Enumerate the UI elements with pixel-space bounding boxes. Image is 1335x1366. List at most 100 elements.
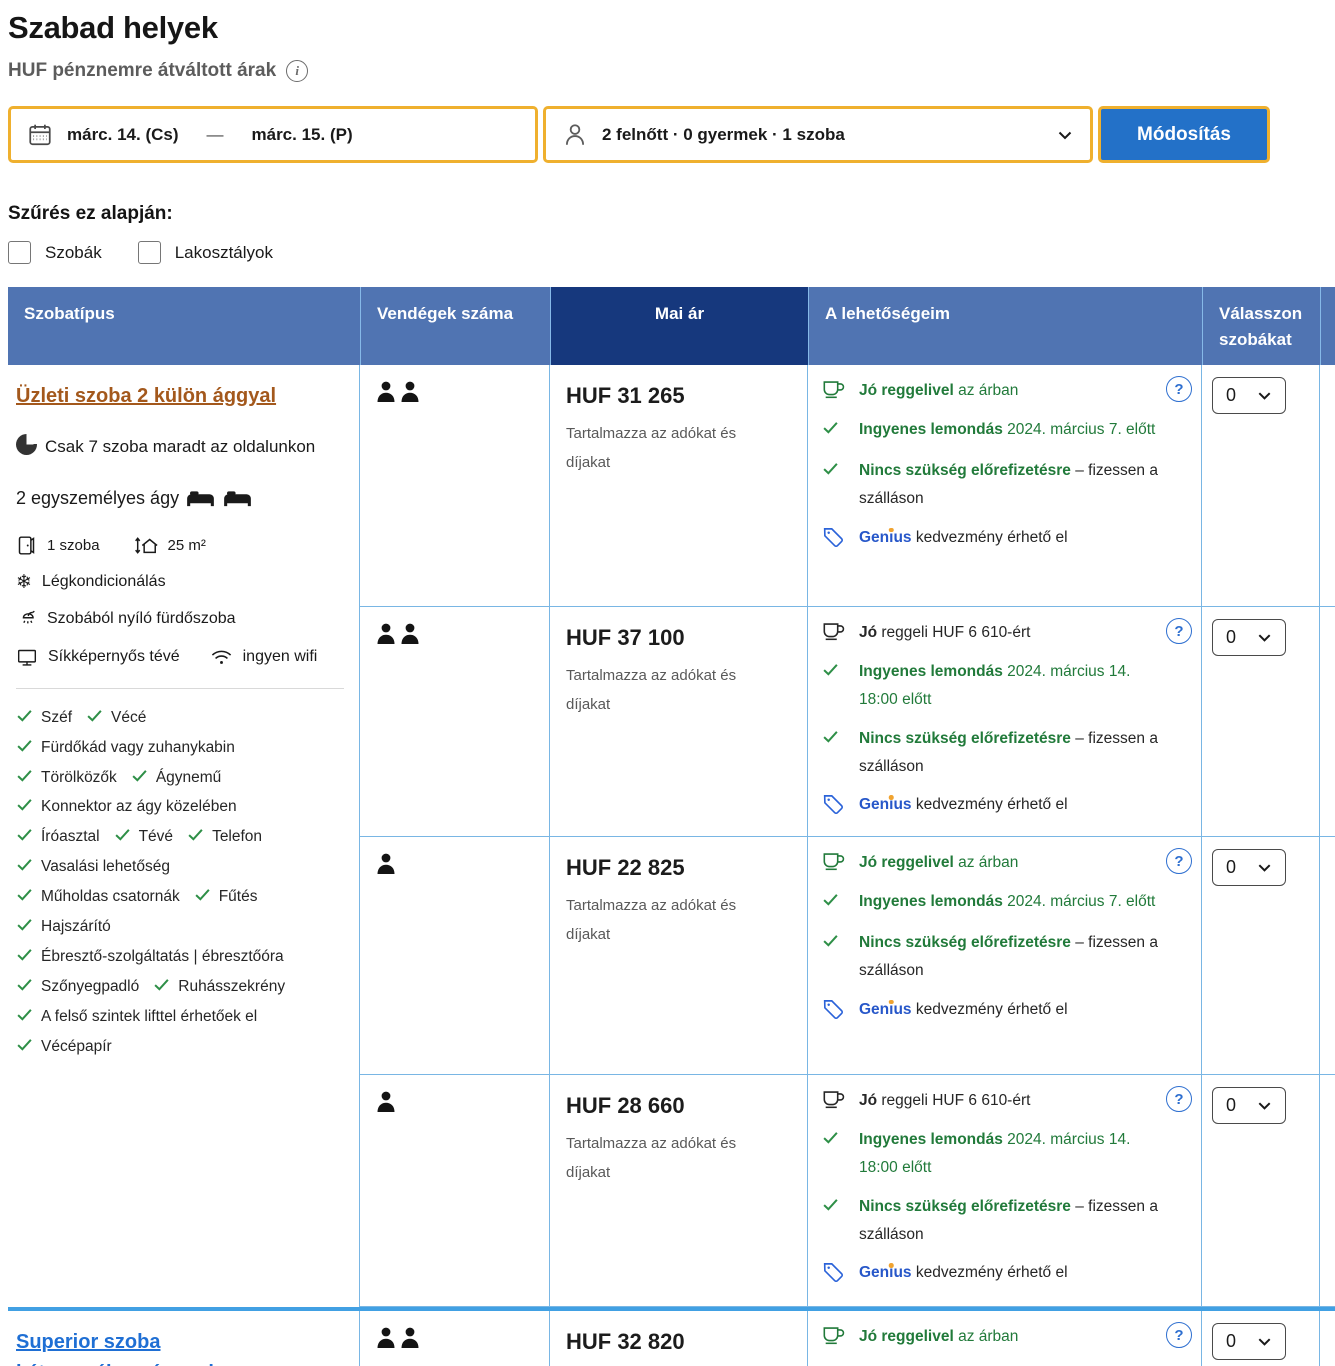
guest-icon — [401, 1327, 419, 1348]
scarcity-note: Csak 7 szoba maradt az oldalunkon — [16, 432, 343, 462]
guests-cell — [360, 1311, 550, 1366]
price-note: Tartalmazza az adókat és díjakat — [566, 897, 737, 944]
check-icon — [823, 462, 838, 475]
tv-icon — [16, 647, 38, 668]
room-quantity-select[interactable]: 0 — [1212, 849, 1286, 886]
no-prepayment-condition: Nincs szükség előrefizetésre – fizessen … — [822, 725, 1161, 781]
check-icon — [17, 979, 32, 991]
amenities-list: Széf Vécé Fürdőkád vagy zuhanykabin Törölkö… — [16, 703, 343, 1062]
select-cell: 0 — [1202, 365, 1320, 606]
offer-conditions-cell: Jó reggeli HUF 6 610-ért Ingyenes lemondá… — [808, 1075, 1202, 1306]
header-price: Mai ár — [550, 287, 808, 365]
header-sliver — [1320, 287, 1335, 365]
price-note: Tartalmazza az adókat és díjakat — [566, 1135, 737, 1182]
amenity-label: A felső szintek lifttel érhetőek el — [41, 1007, 258, 1025]
amenity-item: Vasalási lehetőség — [16, 858, 170, 875]
help-icon[interactable]: ? — [1166, 848, 1192, 874]
amenity-line: Fürdőkád vagy zuhanykabin — [16, 733, 343, 763]
amenity-label: Telefon — [212, 828, 263, 846]
facility-item: Szobából nyíló fürdőszoba — [16, 609, 343, 630]
table-header: Szobatípus Vendégek száma Mai ár A lehet… — [8, 287, 1335, 365]
help-icon[interactable]: ? — [1166, 1086, 1192, 1112]
check-icon — [823, 422, 838, 434]
date-range-field[interactable]: márc. 14. (Cs) — márc. 15. (P) — [8, 106, 538, 163]
room-quantity-select[interactable]: 0 — [1212, 1323, 1286, 1360]
door-icon — [16, 535, 37, 556]
checkbox-icon[interactable] — [8, 241, 31, 264]
rate-option-row: HUF 22 825 Tartalmazza az adókat és díjak… — [360, 837, 1335, 1075]
amenity-label: Vécé — [111, 708, 147, 726]
amenity-label: Ébresztő-szolgáltatás | ébresztőóra — [41, 948, 284, 965]
breakfast-condition: Jó reggeli HUF 6 610-ért — [822, 619, 1161, 647]
amenity-item: Ruhásszekrény — [153, 978, 285, 995]
check-icon — [17, 859, 32, 871]
room-quantity-select[interactable]: 0 — [1212, 1087, 1286, 1124]
amenity-item: Szőnyegpadló — [16, 978, 139, 995]
amenity-label: Hajszárító — [41, 918, 111, 936]
breakfast-cup-icon — [823, 1091, 845, 1109]
amenity-label: Tévé — [138, 828, 174, 846]
amenity-label: Széf — [41, 708, 73, 726]
search-bar: márc. 14. (Cs) — márc. 15. (P) 2 felnőtt… — [8, 106, 1270, 163]
amenity-label: Vécépapír — [41, 1037, 112, 1055]
room-quantity-value: 0 — [1226, 1095, 1237, 1115]
amenity-line: Vasalási lehetőség — [16, 852, 343, 882]
offer-conditions-cell: Jó reggelivel az árban? — [808, 1311, 1202, 1366]
room-quantity-value: 0 — [1226, 857, 1237, 877]
info-icon[interactable]: i — [286, 60, 309, 82]
filter-suites-checkbox[interactable]: Lakosztályok — [137, 241, 273, 264]
breakfast-cup-icon — [823, 623, 845, 641]
check-icon — [132, 769, 147, 782]
amenity-label: Törölközők — [41, 768, 117, 786]
amenity-item: Íróasztal — [16, 828, 100, 845]
filter-rooms-checkbox[interactable]: Szobák — [8, 241, 102, 264]
check-icon — [17, 1038, 32, 1051]
check-icon — [823, 934, 838, 947]
room-group: Üzleti szoba 2 külön ággyal Csak 7 szoba… — [8, 365, 1335, 1307]
table-edge-cell — [1320, 607, 1335, 836]
single-bed-icon — [185, 488, 216, 509]
checkbox-icon[interactable] — [137, 241, 161, 264]
room-title-link[interactable]: Superior szobakétszemélyes ággyal — [16, 1331, 214, 1366]
chevron-down-icon — [1258, 392, 1271, 400]
check-icon — [17, 919, 32, 931]
amenity-item: Törölközők — [16, 769, 117, 786]
guest-icon — [401, 381, 419, 402]
room-quantity-value: 0 — [1226, 1331, 1237, 1351]
help-icon[interactable]: ? — [1166, 1322, 1192, 1348]
amenity-label: Konnektor az ágy közelében — [41, 798, 237, 816]
genius-tag-icon — [823, 1263, 843, 1283]
date-separator: — — [206, 124, 224, 144]
checkout-date: márc. 15. (P) — [251, 124, 353, 144]
amenity-line: Szőnyegpadló Ruhásszekrény — [16, 972, 343, 1002]
help-icon[interactable]: ? — [1166, 618, 1192, 644]
price-value: HUF 37 100 — [566, 625, 685, 650]
amenity-line: A felső szintek lifttel érhetőek el — [16, 1002, 343, 1032]
price-note: Tartalmazza az adókat és díjakat — [566, 667, 737, 714]
guests-cell — [360, 607, 550, 836]
check-icon — [154, 979, 169, 991]
rate-option-row: HUF 28 660 Tartalmazza az adókat és díjak… — [360, 1075, 1335, 1307]
chevron-down-icon — [1056, 126, 1074, 144]
occupancy-field[interactable]: 2 felnőtt · 0 gyermek · 1 szoba — [543, 106, 1093, 163]
amenity-line: Íróasztal Tévé Telefon — [16, 822, 343, 852]
modify-search-button[interactable]: Módosítás — [1098, 106, 1270, 163]
amenity-label: Szőnyegpadló — [41, 977, 140, 995]
room-title-link[interactable]: Üzleti szoba 2 külön ággyal — [16, 385, 277, 407]
header-choices: A lehetőségeim — [808, 287, 1202, 365]
amenity-item: Fürdőkád vagy zuhanykabin — [16, 739, 235, 756]
room-quantity-select[interactable]: 0 — [1212, 377, 1286, 414]
help-icon[interactable]: ? — [1166, 376, 1192, 402]
check-icon — [17, 739, 32, 752]
facility-item: Síkképernyős tévé ingyen wifi — [16, 647, 343, 668]
breakfast-cup-icon — [823, 1327, 845, 1345]
amenity-item: Ágynemű — [131, 769, 221, 786]
room2-subrows: HUF 32 820 Jó reggelivel az árban? 0 — [360, 1311, 1335, 1366]
check-icon — [87, 709, 102, 722]
rate-option-row: HUF 37 100 Tartalmazza az adókat és díjak… — [360, 607, 1335, 837]
breakfast-cup-icon — [823, 381, 845, 399]
table-edge-cell — [1320, 837, 1335, 1074]
room-quantity-select[interactable]: 0 — [1212, 619, 1286, 656]
table-edge-cell — [1320, 1075, 1335, 1306]
chevron-down-icon — [1258, 634, 1271, 642]
